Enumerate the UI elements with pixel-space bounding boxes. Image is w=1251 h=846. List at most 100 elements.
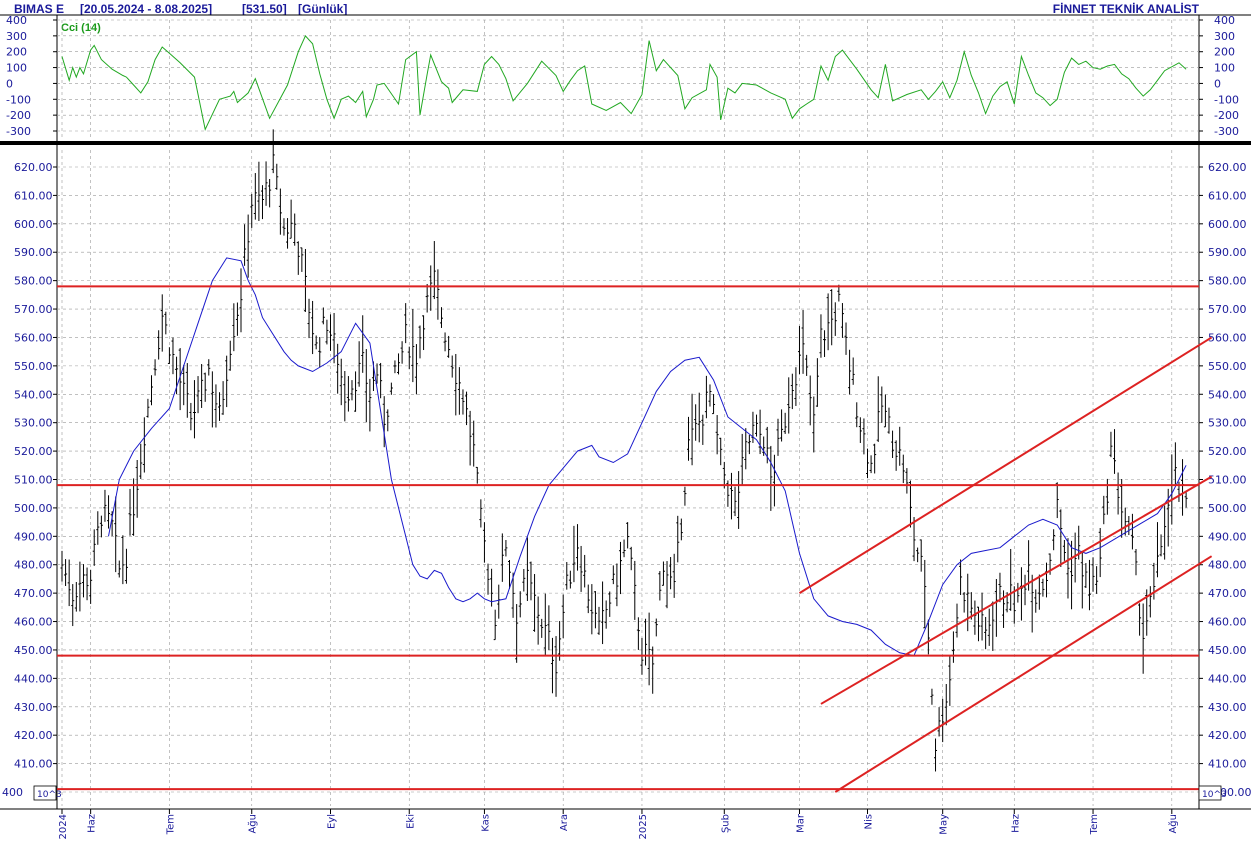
price-bar (908, 480, 912, 528)
price-bar (74, 582, 78, 612)
price-bar (565, 562, 569, 590)
price-bar (561, 594, 565, 639)
price-bar (597, 606, 601, 635)
price-bar (858, 417, 862, 443)
price-tick-left: 500.00 (14, 502, 53, 515)
price-bar (282, 218, 286, 236)
price-bar (99, 515, 103, 538)
price-bar (135, 460, 139, 518)
price-bar (622, 539, 626, 558)
price-bar (465, 391, 469, 426)
price-bar (855, 402, 859, 428)
price-bar (439, 307, 443, 328)
price-bar (479, 499, 483, 528)
price-bar (386, 409, 390, 432)
price-bar (71, 584, 75, 627)
price-bar (608, 591, 612, 617)
price-bar (547, 605, 551, 651)
price-bar (994, 578, 998, 637)
price-tick-left: 570.00 (14, 303, 53, 316)
price-bar (1070, 540, 1074, 610)
price-tick-right: 570.00 (1208, 303, 1247, 316)
price-bar (343, 371, 347, 422)
price-bar (948, 656, 952, 706)
price-bar (500, 533, 504, 582)
price-bar (722, 461, 726, 489)
price-tick-left: 550.00 (14, 360, 53, 373)
price-bar (121, 535, 125, 585)
price-grid (57, 150, 1199, 806)
chart-header: BIMAS E [20.05.2024 - 8.08.2025] [531.50… (14, 1, 1200, 16)
price-bar (78, 561, 82, 612)
price-bar (916, 547, 920, 563)
price-bar (572, 525, 576, 583)
price-bar (687, 416, 690, 461)
price-bar (382, 396, 386, 448)
price-bar (321, 307, 325, 325)
price-tick-right: 430.00 (1208, 701, 1247, 714)
price-bar (819, 314, 823, 358)
price-bar (590, 584, 594, 635)
channel-lower-line (834, 555, 1213, 793)
price-bar (869, 455, 873, 474)
unit-boxes: 10^3 10^3 (33, 785, 1227, 801)
price-tick-left: 590.00 (14, 246, 53, 259)
price-bar (1034, 589, 1038, 613)
price-bar (744, 428, 748, 470)
price-bar (1066, 538, 1070, 599)
price-tick-right: 590.00 (1208, 246, 1247, 259)
cci-tick-left: 0 (6, 77, 13, 90)
price-bar (81, 564, 85, 598)
price-bar (1134, 548, 1138, 576)
channel-middle-line (820, 475, 1213, 705)
price-tick-left: 600.00 (14, 218, 53, 231)
price-bar (626, 522, 630, 549)
price-bar (368, 378, 372, 432)
price-bar (1102, 495, 1106, 525)
price-tick-left: 580.00 (14, 275, 53, 288)
price-bar (830, 289, 834, 346)
price-tick-right: 560.00 (1208, 331, 1247, 344)
price-bar (801, 310, 805, 374)
price-bar (221, 381, 225, 415)
price-bar (425, 283, 429, 313)
x-tick-label: Şub (720, 814, 731, 833)
price-bar (912, 517, 916, 562)
cci-tick-left: 300 (6, 30, 27, 43)
price-bar (1173, 442, 1177, 485)
price-bar (930, 688, 934, 705)
price-bar (196, 376, 200, 414)
x-tick-label: Nis (864, 814, 875, 829)
price-bar (891, 430, 895, 458)
price-bar (644, 618, 648, 666)
price-bar (966, 573, 970, 632)
price-bar (991, 601, 995, 651)
price-bar (146, 398, 150, 418)
price-bar (558, 621, 562, 661)
price-bar (529, 561, 533, 601)
cci-tick-right: 400 (1214, 14, 1235, 27)
price-bar (346, 376, 350, 412)
price-bar (955, 603, 959, 638)
price-bar (934, 738, 938, 772)
header-period: [Günlük] (298, 2, 347, 16)
price-bar (85, 567, 89, 601)
price-bar (307, 298, 311, 339)
price-bar (164, 311, 168, 335)
price-tick-left: 440.00 (14, 672, 53, 685)
x-tick-label: Eki (405, 814, 416, 829)
price-bar (411, 309, 415, 383)
price-tick-left: 450.00 (14, 644, 53, 657)
price-bar (525, 537, 529, 602)
price-bar (862, 418, 866, 455)
price-bar (508, 559, 511, 589)
price-tick-left: 610.00 (14, 189, 53, 202)
price-bar (92, 529, 96, 566)
price-tick-right: 460.00 (1208, 616, 1247, 629)
price-bar (515, 604, 519, 663)
price-bar (268, 179, 272, 208)
price-bar (1009, 548, 1013, 611)
cci-tick-left: 400 (6, 14, 27, 27)
price-bar (393, 360, 397, 374)
price-bar (651, 646, 655, 694)
